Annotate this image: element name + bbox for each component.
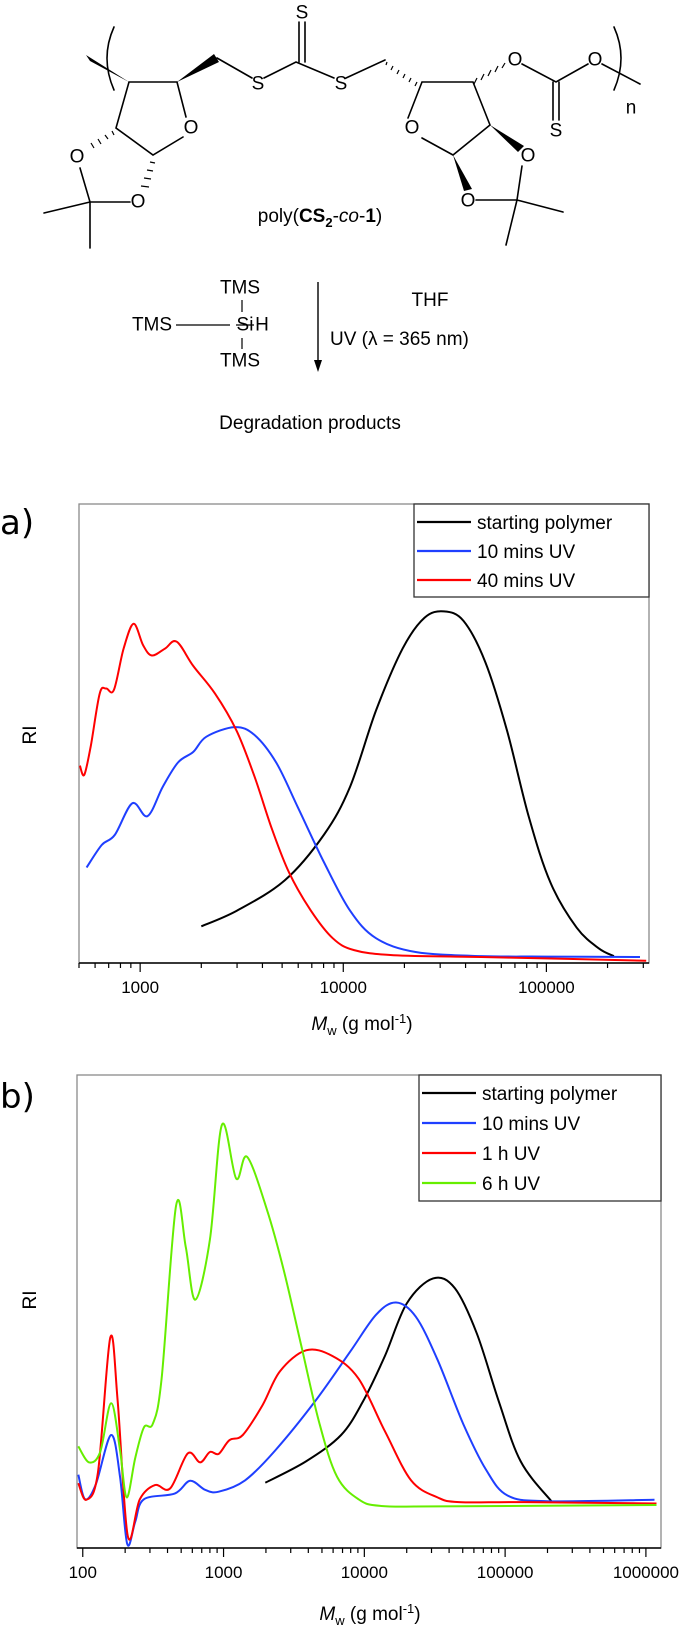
atom-s: S	[335, 74, 348, 95]
series-line-0	[264, 1276, 553, 1502]
atom-o: O	[588, 50, 603, 71]
legend-box	[418, 1074, 662, 1202]
reaction-step: TMS TMS Si H TMS THF UV (λ = 365 nm) Deg…	[132, 278, 469, 435]
repeat-n: n	[626, 98, 637, 119]
series-line-3	[77, 1122, 657, 1508]
atom-s: S	[550, 121, 563, 142]
x-tick-label: 10000	[320, 978, 367, 997]
x-axis-label: Mw (g mol-1)	[311, 1011, 412, 1038]
x-tick-label: 100	[69, 1563, 97, 1582]
atom-o: O	[521, 146, 536, 167]
legend-label: 40 mins UV	[477, 571, 576, 592]
atom-o: O	[70, 147, 85, 168]
series-line-2	[77, 1334, 657, 1541]
atom-o: O	[184, 118, 199, 139]
atom-s: S	[252, 74, 265, 95]
chart-a: a) RI Mw (g mol-1) 1000 10000 100000 starti…	[0, 503, 650, 1038]
legend-label: starting polymer	[477, 513, 613, 534]
x-tick-label: 1000000	[613, 1563, 679, 1582]
x-axis-label: Mw (g mol-1)	[319, 1601, 420, 1628]
legend-label: 1 h UV	[482, 1144, 540, 1165]
atom-o: O	[405, 118, 420, 139]
reagent-tms-top: TMS	[220, 278, 260, 299]
product-label: Degradation products	[219, 413, 401, 434]
reagent-tms-bottom: TMS	[220, 351, 260, 372]
polymer-name: poly(CS2-co-1)	[258, 206, 382, 230]
x-tick-label: 1000	[205, 1563, 243, 1582]
x-tick-label: 100000	[518, 978, 575, 997]
solvent-label: THF	[412, 290, 449, 311]
panel-label-a: a)	[0, 503, 34, 543]
chart-b: b) RI Mw (g mol-1) 100 1000 10000 100000 100…	[0, 1074, 679, 1628]
x-tick-label: 1000	[121, 978, 159, 997]
atom-s: S	[296, 3, 309, 24]
legend-label: 6 h UV	[482, 1174, 540, 1195]
reagent-tms-left: TMS	[132, 315, 172, 336]
panel-label-b: b)	[0, 1077, 35, 1117]
series-line-0	[200, 610, 615, 958]
polymer-structure: S S S S O O O O O O O O n poly(CS2-co-1)	[43, 3, 641, 249]
reagent-h: H	[255, 315, 269, 336]
series-line-2	[78, 622, 647, 962]
series-line-1	[77, 1301, 655, 1547]
atom-o: O	[508, 50, 523, 71]
y-axis-label: RI	[20, 726, 41, 745]
atom-o: O	[131, 192, 146, 213]
legend-label: 10 mins UV	[477, 542, 576, 563]
legend-label: starting polymer	[482, 1084, 618, 1105]
y-axis-label: RI	[20, 1291, 41, 1310]
x-tick-label: 10000	[341, 1563, 388, 1582]
uv-condition-label: UV (λ = 365 nm)	[330, 329, 469, 350]
x-tick-label: 100000	[477, 1563, 534, 1582]
atom-o: O	[461, 191, 476, 212]
legend-label: 10 mins UV	[482, 1114, 581, 1135]
series-line-1	[85, 726, 641, 958]
